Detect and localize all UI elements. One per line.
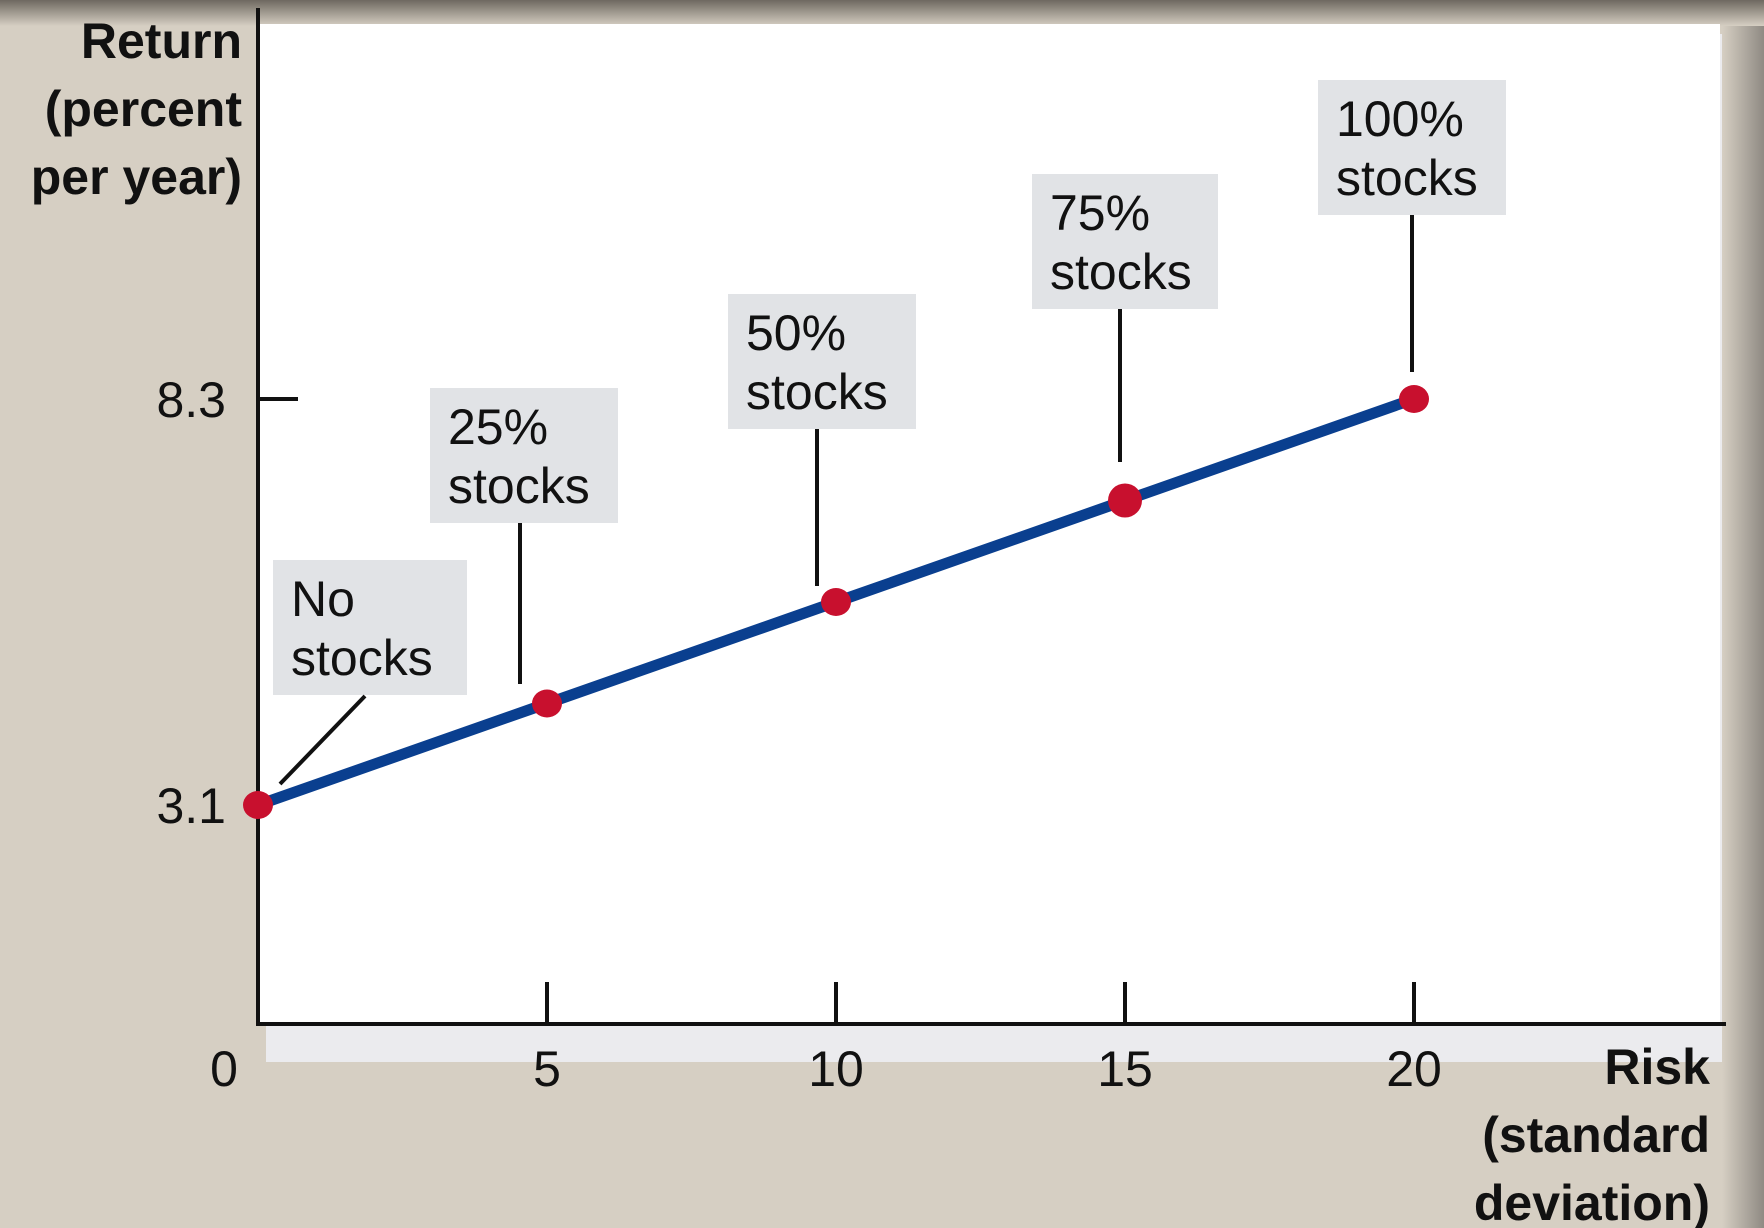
top-shadow-band	[0, 0, 1764, 26]
point-label-1-line-0: 25%	[448, 399, 548, 455]
y-tick-label-3.1: 3.1	[156, 778, 226, 834]
point-label-4-line-0: 100%	[1336, 91, 1464, 147]
y-axis-title-line-2: per year)	[31, 149, 242, 205]
axes-layer	[256, 8, 1726, 1026]
point-label-3-line-0: 75%	[1050, 185, 1150, 241]
x-axis-title-line-2: deviation)	[1474, 1175, 1710, 1228]
data-point-2	[821, 588, 851, 616]
tick-layer: 0 5 10 15 20 3.1 8.3	[156, 372, 1441, 1097]
label-box-2	[728, 294, 916, 429]
point-label-0-line-1: stocks	[291, 630, 433, 686]
point-label-0-line-0: No	[291, 571, 355, 627]
axis-titles-layer: Return (percent per year) Risk (standard devi…	[31, 13, 1710, 1228]
x-tick-label-5: 5	[533, 1041, 561, 1097]
label-box-1	[430, 388, 618, 523]
leader-line-0	[278, 694, 367, 786]
y-axis-title-line-0: Return	[81, 13, 242, 69]
right-shadow-band	[1722, 26, 1764, 1228]
label-box-4	[1318, 80, 1506, 215]
points-layer	[243, 385, 1429, 819]
annotation-layer: Nostocks25%stocks50%stocks75%stocks100%s…	[273, 80, 1506, 786]
y-axis-title-line-1: (percent	[45, 81, 243, 137]
x-tick-label-15: 15	[1097, 1041, 1153, 1097]
point-label-1-line-1: stocks	[448, 458, 590, 514]
x-axis-title-line-1: (standard	[1482, 1107, 1710, 1163]
data-point-1	[532, 689, 562, 718]
x-axis-title-line-0: Risk	[1604, 1039, 1710, 1095]
data-point-3	[1108, 483, 1142, 518]
point-label-2-line-1: stocks	[746, 364, 888, 420]
data-point-0	[243, 791, 273, 819]
point-label-4-line-1: stocks	[1336, 150, 1478, 206]
label-box-3	[1032, 174, 1218, 309]
y-tick-label-8.3: 8.3	[156, 372, 226, 428]
x-tick-label-20: 20	[1386, 1041, 1442, 1097]
x-tick-label-0: 0	[210, 1041, 238, 1097]
point-label-2-line-0: 50%	[746, 305, 846, 361]
data-point-4	[1399, 385, 1429, 413]
label-box-0	[273, 560, 467, 695]
x-tick-label-10: 10	[808, 1041, 864, 1097]
point-label-3-line-1: stocks	[1050, 244, 1192, 300]
